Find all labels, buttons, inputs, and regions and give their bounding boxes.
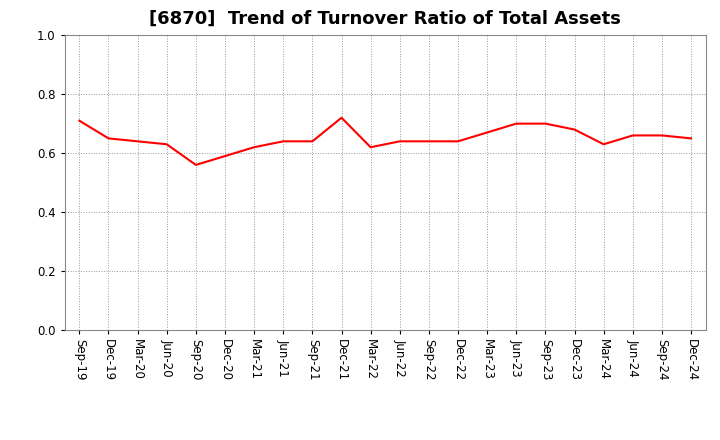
Title: [6870]  Trend of Turnover Ratio of Total Assets: [6870] Trend of Turnover Ratio of Total …	[149, 10, 621, 28]
